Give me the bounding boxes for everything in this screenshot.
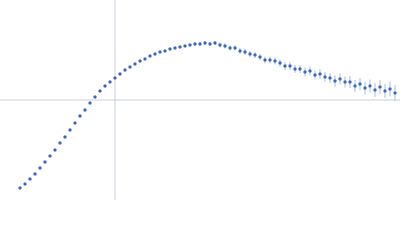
data-point [138,59,142,63]
data-point [183,44,187,48]
data-point [108,80,112,84]
data-point [308,69,312,73]
data-point [213,41,217,45]
data-point [193,42,197,46]
data-point [348,80,352,84]
data-point [148,54,152,58]
data-point [343,80,347,84]
data-point [118,72,122,76]
data-point [358,82,362,86]
data-point [158,50,162,54]
data-point [278,61,282,65]
data-point [88,101,92,105]
data-point [48,154,52,158]
data-point [113,76,117,80]
data-point [53,148,57,152]
data-point [373,88,377,92]
data-point [128,65,132,69]
data-point [393,91,397,95]
data-point [243,50,247,54]
data-point [378,85,382,89]
data-point [303,70,307,74]
data-point [83,108,87,112]
data-point [98,89,102,93]
data-point [283,64,287,68]
page: {"chart_data": {"type": "scatter", "colo… [0,0,400,200]
data-point [333,79,337,83]
data-point [78,114,82,118]
data-point [238,49,242,53]
data-point [228,46,232,50]
data-point [68,128,72,132]
data-point [178,45,182,49]
data-point [338,77,342,81]
data-point [223,44,227,48]
data-point [248,52,252,56]
data-point [323,75,327,79]
data-point [43,160,47,164]
data-point [268,58,272,62]
data-point [368,84,372,88]
data-point [168,47,172,51]
data-point [203,41,207,45]
data-point [353,84,357,88]
data-point [18,186,22,190]
data-point [103,84,107,88]
data-point [328,76,332,80]
data-point [188,43,192,47]
data-point [273,59,277,63]
data-point [63,135,67,139]
data-point [153,52,157,56]
data-point [33,172,37,176]
data-point [58,141,62,145]
data-point [218,43,222,47]
data-point [258,55,262,59]
data-point [198,42,202,46]
data-point [28,177,32,181]
data-point [388,87,392,91]
data-point [208,42,212,46]
data-point [73,121,77,125]
data-point [293,67,297,71]
data-point [363,86,367,90]
data-point [263,58,267,62]
data-point [233,46,237,50]
data-point [298,67,302,71]
chart [0,0,400,200]
data-point [288,64,292,68]
data-point [253,53,257,57]
data-point [123,68,127,72]
data-point [318,72,322,76]
data-point [313,73,317,77]
data-point [173,46,177,50]
data-point [38,166,42,170]
data-point [23,182,27,186]
data-point [383,89,387,93]
data-point [143,57,147,61]
data-point [163,49,167,53]
data-point [93,95,97,99]
data-point [133,62,137,66]
